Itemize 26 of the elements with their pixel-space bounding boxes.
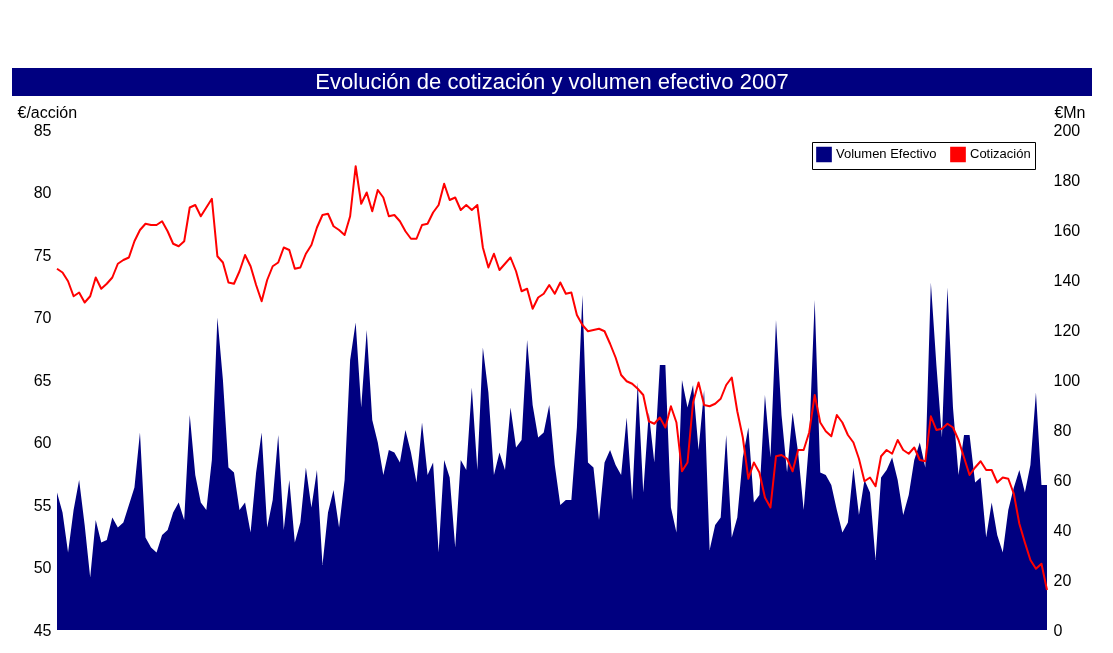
y2-tick-label: 20 [1053,571,1072,589]
y2-tick-label: 0 [1053,621,1063,639]
y2-tick-label: 100 [1053,371,1081,389]
legend-label: Volumen Efectivo [836,146,937,162]
y2-tick-label: 200 [1053,121,1081,139]
y-tick-label: 85 [33,121,52,139]
line-series [56,165,1048,591]
y-tick-label: 80 [33,184,52,201]
y-tick-label: 70 [33,309,52,326]
y-tick-label: 65 [33,371,52,389]
legend-label: Cotización [970,146,1031,162]
y2-tick-label: 160 [1053,221,1081,239]
y-tick-label: 60 [33,434,52,451]
y2-tick-label: 140 [1053,271,1081,289]
y-tick-label: 75 [33,246,52,264]
y2-axis-title: €Mn [1054,103,1086,121]
y2-tick-label: 40 [1053,521,1072,539]
y-axis-title: €/acción [17,103,78,121]
y-tick-label: 55 [33,496,52,514]
y-tick-label: 50 [33,559,52,576]
y2-tick-label: 80 [1053,421,1072,439]
chart-title: Evolución de cotización y volumen efectivo 2007 [315,69,789,94]
y-tick-label: 45 [33,621,52,639]
y2-tick-label: 60 [1053,471,1072,489]
y2-tick-label: 180 [1053,171,1081,189]
y2-tick-label: 120 [1053,321,1081,339]
